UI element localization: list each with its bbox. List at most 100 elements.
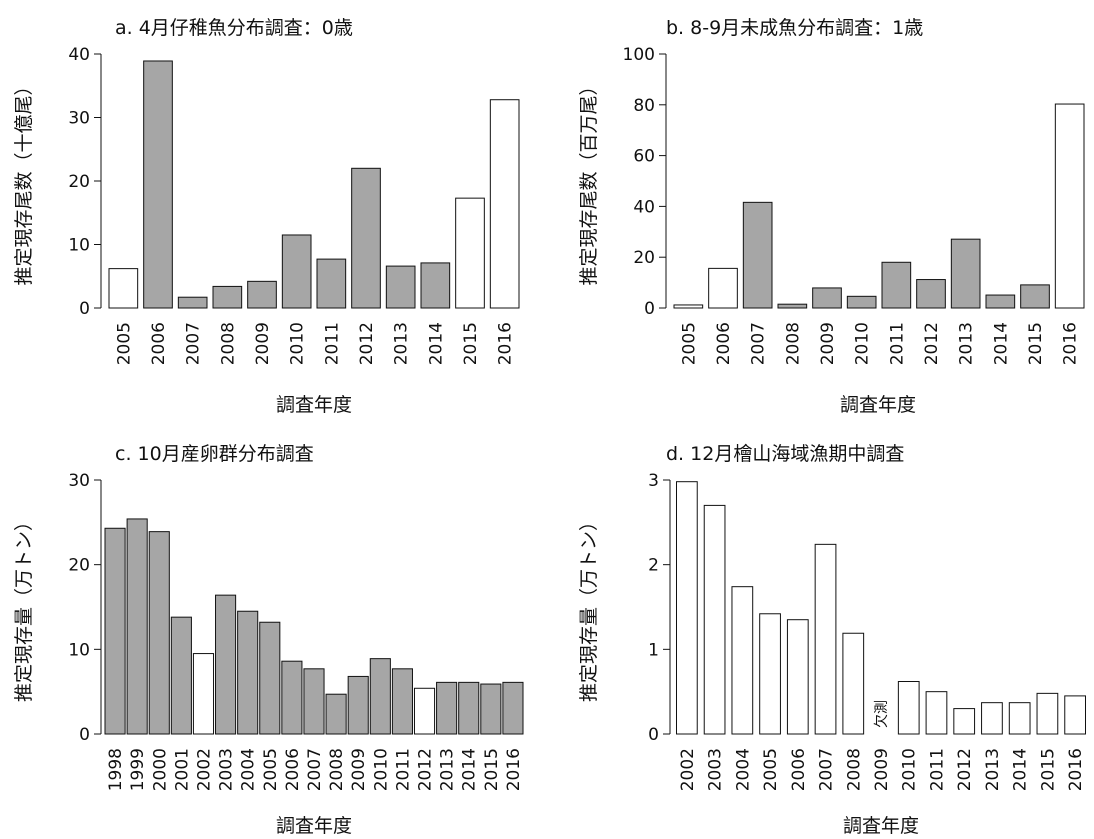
y-tick-label: 40 [68,45,90,65]
bar-2016 [1054,103,1085,309]
x-tick-label: 2012 [357,322,377,365]
x-tick-label: 2004 [733,748,753,791]
y-tick-label: 10 [68,640,90,660]
x-tick-label: 2004 [239,748,259,791]
bar-2006 [143,60,173,309]
bar-2010 [369,658,391,735]
y-tick-label: 3 [648,471,659,491]
bar-2014 [458,681,480,735]
x-tick-label: 2016 [1061,322,1081,365]
x-tick-label: 2006 [149,322,169,365]
x-tick-label: 2006 [283,748,303,791]
x-tick-label: 2007 [817,748,837,791]
y-tick-label: 60 [633,147,655,167]
x-tick-label: 2013 [438,748,458,791]
x-tick-label: 2006 [714,322,734,365]
y-tick-label: 0 [648,725,659,745]
bar-2012 [351,167,381,309]
bar-2008 [325,693,347,735]
bar-2006 [281,660,303,735]
bar-2015 [480,683,502,735]
bar-2015 [1036,692,1059,735]
x-tick-label: 2013 [392,322,412,365]
bar-2013 [385,265,416,309]
bar-2011 [391,668,413,735]
x-tick-label: 2002 [678,748,698,791]
bar-2004 [237,610,259,735]
x-tick-label: 1998 [106,748,126,791]
y-tick-label: 10 [68,236,90,256]
bar-2005 [108,268,139,309]
x-tick-label: 2010 [900,748,920,791]
x-tick-label: 2012 [416,748,436,791]
bar-2009 [347,675,369,735]
bar-2013 [436,681,458,735]
x-tick-label: 2010 [288,322,308,365]
x-tick-label: 2008 [327,748,347,791]
bar-2001 [170,616,192,735]
x-tick-label: 2005 [679,322,699,365]
x-tick-label: 2014 [426,322,446,365]
x-tick-label: 2012 [922,322,942,365]
x-tick-label: 2014 [991,322,1011,365]
x-tick-label: 2009 [349,748,369,791]
x-tick-label: 2009 [253,322,273,365]
y-tick-label: 20 [633,248,655,268]
x-tick-label: 2014 [460,748,480,791]
y-tick-label: 30 [68,471,90,491]
y-tick-label: 20 [68,556,90,576]
bar-2013 [950,238,981,309]
x-tick-label: 2010 [853,322,873,365]
x-tick-label: 2008 [783,322,803,365]
x-tick-label: 2008 [844,748,864,791]
chart-title: c. 10月産卵群分布調査 [115,443,314,465]
x-tick-label: 2007 [305,748,325,791]
x-tick-label: 2011 [393,748,413,791]
bar-2012 [953,708,976,735]
bar-2005 [759,613,781,735]
x-tick-label: 2003 [217,748,237,791]
y-tick-label: 0 [79,725,90,745]
y-axis-label: 推定現存尾数（十億尾） [13,76,35,285]
x-axis-label: 調査年度 [840,394,916,416]
y-tick-label: 80 [633,96,655,116]
bar-2006 [708,267,738,309]
bar-1999 [126,518,148,735]
x-tick-label: 2013 [957,322,977,365]
bar-1998 [104,527,126,735]
bar-2009 [247,280,277,309]
x-tick-label: 2007 [749,322,769,365]
y-tick-label: 40 [633,197,655,217]
bar-2002 [676,481,698,735]
bar-2014 [985,294,1016,309]
x-tick-label: 2015 [1026,322,1046,365]
bar-2011 [316,258,347,309]
y-tick-label: 20 [68,172,90,192]
x-tick-label: 2016 [1066,748,1086,791]
y-tick-label: 0 [644,299,655,319]
x-tick-label: 2011 [887,322,907,365]
bar-2003 [703,504,726,735]
x-tick-label: 2015 [1038,748,1058,791]
bar-2007 [814,543,837,735]
x-tick-label: 2007 [184,322,204,365]
bar-2014 [420,262,451,309]
missing-data-note: 欠測 [874,700,890,728]
y-tick-label: 30 [68,109,90,129]
y-axis-label: 推定現存量（万トン） [13,512,35,702]
y-tick-label: 100 [623,45,655,65]
y-tick-label: 1 [648,640,659,660]
x-tick-label: 2005 [761,748,781,791]
y-axis-label: 推定現存尾数（百万尾） [578,76,600,285]
chart-title: a. 4月仔稚魚分布調査：0歳 [115,17,353,39]
x-axis-label: 調査年度 [843,815,919,837]
x-axis-label: 調査年度 [276,815,352,837]
bar-2016 [1064,695,1087,735]
x-tick-label: 2011 [322,322,342,365]
bar-2009 [812,287,842,309]
bar-2008 [842,632,865,735]
bar-2013 [981,702,1003,735]
y-tick-label: 0 [79,299,90,319]
x-tick-label: 2013 [983,748,1003,791]
